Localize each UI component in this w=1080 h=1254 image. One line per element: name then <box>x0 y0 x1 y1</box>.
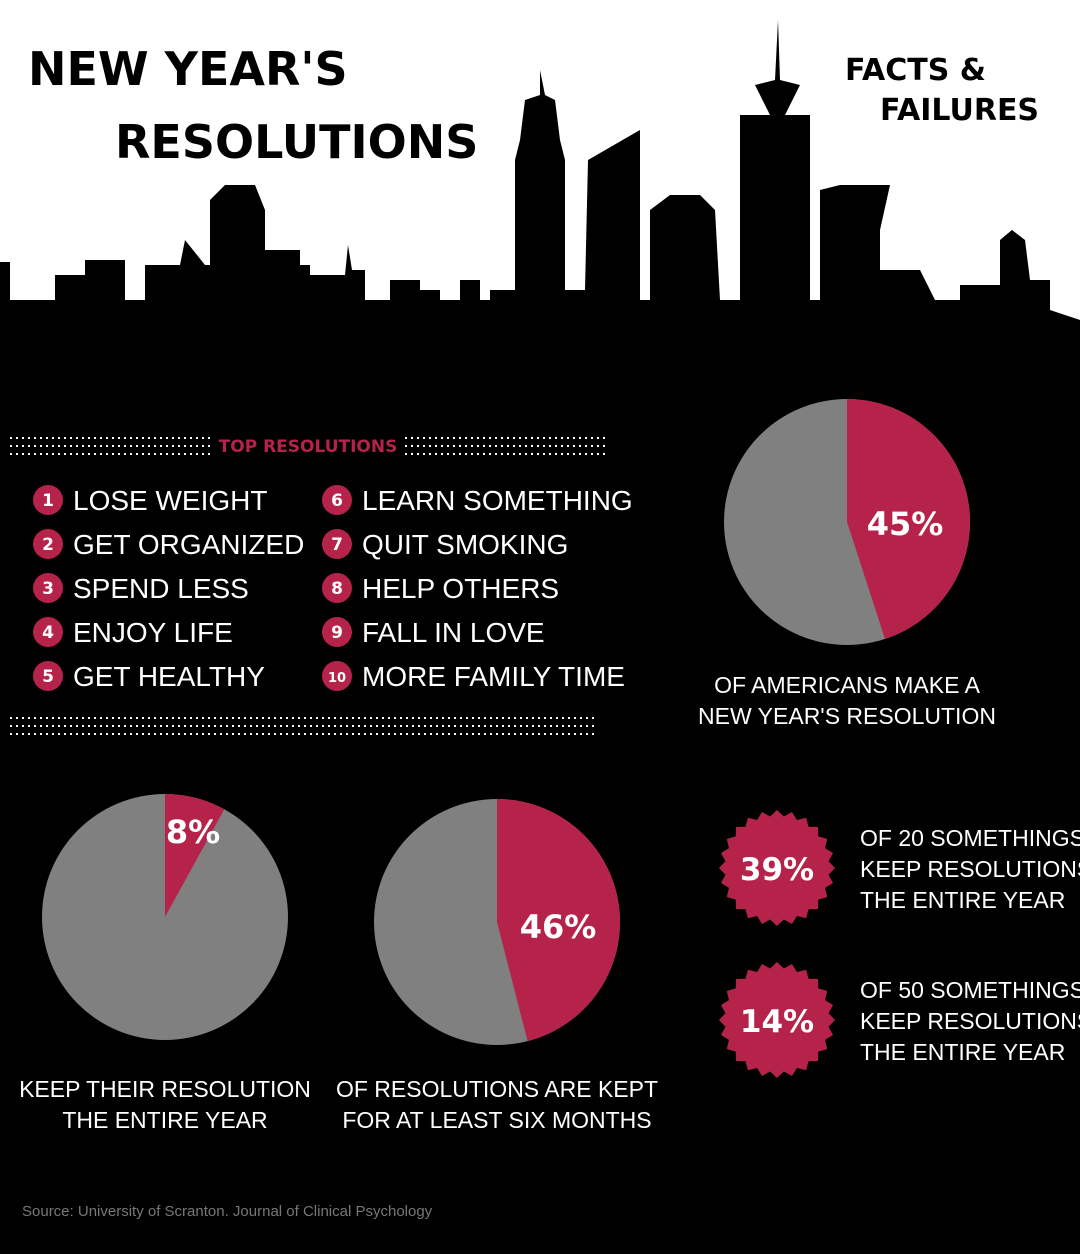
number: 2 <box>42 535 54 555</box>
starburst <box>719 962 835 1078</box>
pie-label: 46% <box>520 908 597 946</box>
pie-slice <box>165 794 225 917</box>
number-badge <box>322 573 352 603</box>
number-badge <box>322 617 352 647</box>
number-badge <box>33 661 63 691</box>
number: 10 <box>328 671 346 686</box>
number-badge <box>322 529 352 559</box>
pie-caption: NEW YEAR'S RESOLUTION <box>698 703 996 729</box>
title-line: RESOLUTIONS <box>115 115 478 169</box>
number: 5 <box>42 667 54 687</box>
resolution: GET HEALTHY <box>73 661 265 692</box>
number: 1 <box>42 491 54 511</box>
resolution: ENJOY LIFE <box>73 617 233 648</box>
resolution: LEARN SOMETHING <box>362 485 633 516</box>
starburst <box>719 810 835 926</box>
badge-text: KEEP RESOLUTIONS <box>860 856 1080 882</box>
number-badge <box>33 617 63 647</box>
badge-text: OF 20 SOMETHINGS <box>860 825 1080 851</box>
number-badge <box>322 485 352 515</box>
source: Source: University of Scranton. Journal … <box>22 1203 433 1220</box>
badge-label: 39% <box>740 852 814 888</box>
badge-text: THE ENTIRE YEAR <box>860 1039 1065 1065</box>
resolution: SPEND LESS <box>73 573 249 604</box>
resolution: FALL IN LOVE <box>362 617 545 648</box>
pie-caption: THE ENTIRE YEAR <box>62 1107 267 1133</box>
subtitle-line: FACTS & <box>845 53 986 88</box>
number-badge <box>33 529 63 559</box>
pie-caption: KEEP THEIR RESOLUTION <box>19 1076 311 1102</box>
pie-caption: OF AMERICANS MAKE A <box>714 672 980 698</box>
number: 8 <box>331 579 343 599</box>
resolution: QUIT SMOKING <box>362 529 568 560</box>
resolution: HELP OTHERS <box>362 573 559 604</box>
badge-text: THE ENTIRE YEAR <box>860 887 1065 913</box>
number: 6 <box>331 491 343 511</box>
number-badge <box>33 573 63 603</box>
number: 4 <box>42 623 54 643</box>
number-badge <box>33 485 63 515</box>
subtitle-line: FAILURES <box>880 93 1039 128</box>
pie-caption: OF RESOLUTIONS ARE KEPT <box>336 1076 658 1102</box>
pie-slice <box>497 799 620 1042</box>
title-line: NEW YEAR'S <box>28 42 348 96</box>
pie-label: 8% <box>166 813 220 851</box>
resolution: MORE FAMILY TIME <box>362 661 625 692</box>
badge-text: OF 50 SOMETHINGS <box>860 977 1080 1003</box>
number: 3 <box>42 579 54 599</box>
badge-label: 14% <box>740 1004 814 1040</box>
resolution: LOSE WEIGHT <box>73 485 267 516</box>
list-heading: TOP RESOLUTIONS <box>219 437 398 457</box>
number-badge <box>322 661 352 691</box>
number: 7 <box>331 535 343 555</box>
badge-text: KEEP RESOLUTIONS <box>860 1008 1080 1034</box>
pie-label: 45% <box>867 505 944 543</box>
pie-caption: FOR AT LEAST SIX MONTHS <box>342 1107 651 1133</box>
number: 9 <box>331 623 343 643</box>
pie-slice <box>847 399 971 639</box>
resolution: GET ORGANIZED <box>73 529 304 560</box>
skyline <box>0 20 1080 380</box>
dots <box>10 437 605 735</box>
